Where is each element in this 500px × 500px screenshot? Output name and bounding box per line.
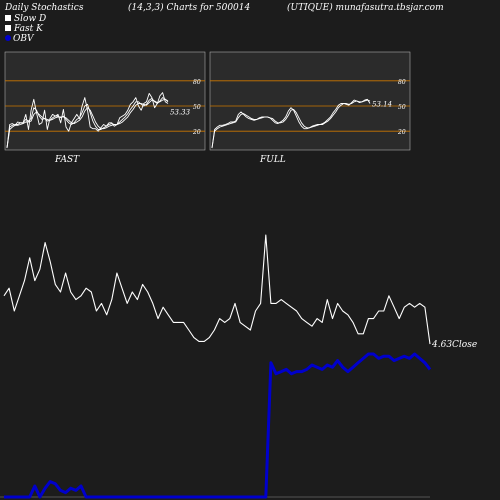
legend-label-slow-d: Slow D [14,14,47,24]
full-last-value-label: 53.14 [372,100,392,108]
legend-item-fast-k: Fast K [5,24,43,34]
fast-series-0 [6,92,169,149]
fast-ytick-20: 20 [192,129,201,136]
legend-swatch-obv [5,35,11,41]
close-last-value-label: 4.63Close [431,340,477,350]
chart-params: (14,3,3) Charts for 500014 [128,3,251,13]
full-panel [209,51,411,151]
full-ytick-80: 80 [398,79,406,86]
chart-source: (UTIQUE) munafasutra.tbsjar.com [287,3,444,13]
legend-swatch-fast-k [5,25,11,31]
fast-caption: FAST [54,155,80,165]
fast-ytick-50: 50 [193,104,201,111]
legend-label-fast-k: Fast K [14,24,43,34]
full-ytick-20: 20 [397,129,406,136]
fast-series-2 [6,98,169,149]
fast-series-1 [6,97,169,149]
legend-swatch-slow-d [5,15,11,21]
legend-item-obv: OBV [5,34,34,44]
full-caption: FULL [259,155,286,165]
obv-line [4,352,432,499]
legend-item-slow-d: Slow D [5,14,46,24]
fast-last-value-label: 53.33 [170,108,191,116]
legend-label-obv: OBV [13,34,34,44]
close-line [3,234,431,345]
chart-title: Daily Stochastics [5,3,84,13]
fast-ytick-80: 80 [193,79,201,86]
full-ytick-50: 50 [398,104,406,111]
fast-panel [4,51,206,151]
full-series-1 [211,99,371,149]
